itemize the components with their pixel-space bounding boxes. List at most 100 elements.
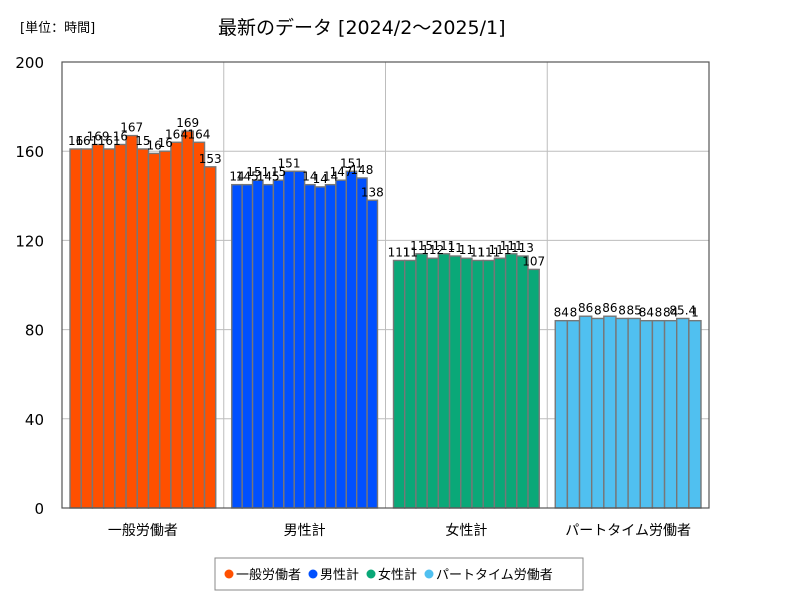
unit-label: [単位：時間]	[20, 20, 95, 36]
bar	[136, 148, 150, 509]
data-label: 107	[522, 254, 545, 268]
data-label: 148	[350, 163, 373, 177]
data-label: 14	[323, 170, 338, 184]
data-label: 164	[165, 127, 188, 141]
legend-marker	[308, 569, 318, 579]
bar	[272, 179, 285, 509]
legend-marker	[366, 569, 376, 579]
data-label: 86	[602, 301, 617, 315]
bar	[314, 186, 327, 509]
data-label: 14	[313, 172, 328, 186]
data-labels: 1616116916116167151616164169164153141451…	[68, 116, 699, 320]
bar	[125, 134, 138, 509]
bar	[355, 177, 368, 509]
bar	[493, 257, 507, 509]
bar	[663, 319, 678, 509]
data-label: 111	[477, 245, 500, 259]
y-tick-label: 0	[34, 500, 44, 518]
legend-label: パートタイム労働者	[436, 568, 553, 583]
data-label: 16	[113, 130, 128, 144]
legend-label: 一般労働者	[236, 567, 301, 583]
bar	[293, 170, 306, 509]
legend-marker	[224, 569, 234, 579]
bar	[69, 148, 82, 509]
bar	[415, 253, 428, 509]
bar	[651, 319, 666, 509]
data-label: 8	[594, 303, 602, 317]
data-label: 15	[271, 165, 286, 179]
legend-item[interactable]: 一般労働者	[224, 567, 302, 583]
legend-item[interactable]: パートタイム労働者	[424, 568, 553, 583]
data-label: 151	[246, 165, 269, 179]
bar	[262, 183, 275, 509]
bar	[170, 141, 183, 509]
data-label: 85.4	[669, 303, 696, 317]
data-label: 14	[229, 170, 244, 184]
data-label: 145	[257, 170, 280, 184]
bar	[590, 317, 605, 509]
bar	[615, 317, 629, 509]
bar	[147, 152, 161, 509]
bar	[578, 315, 593, 509]
y-tick-label: 80	[25, 322, 44, 340]
bar	[80, 148, 94, 509]
bar	[392, 259, 406, 509]
data-label: 111	[388, 245, 411, 259]
data-label: 111	[500, 239, 523, 253]
bar	[114, 143, 127, 509]
legend-box	[214, 557, 584, 591]
bar	[283, 170, 295, 509]
bar	[471, 259, 484, 509]
data-label: 16	[146, 138, 161, 152]
y-tick-label: 40	[25, 411, 44, 429]
bar	[676, 317, 690, 509]
y-tick-label: 120	[15, 232, 44, 250]
bar	[241, 183, 254, 509]
data-label: 11	[448, 241, 463, 255]
legend[interactable]: 一般労働者 男性計 女性計 パートタイム労働者	[214, 557, 584, 591]
bar	[603, 315, 617, 509]
data-label: 147	[330, 165, 353, 179]
data-label: 8	[618, 303, 626, 317]
data-label: 111	[432, 239, 455, 253]
bar	[437, 253, 451, 509]
x-tick-label: 一般労働者	[108, 523, 178, 539]
y-tick-label: 160	[15, 143, 44, 161]
data-label: 112	[421, 243, 444, 257]
x-tick-label: 女性計	[445, 522, 487, 539]
x-tick-label: 男性計	[284, 523, 326, 539]
data-label: 15	[135, 134, 150, 148]
bar	[460, 257, 473, 509]
data-label: 8	[570, 306, 578, 320]
data-label: 84	[554, 306, 569, 320]
plot-frame	[61, 61, 710, 509]
data-label: 16	[158, 136, 173, 150]
legend-label: 男性計	[320, 567, 359, 583]
data-label: 11	[403, 245, 418, 259]
data-label: 85	[627, 303, 642, 317]
data-label: 115	[410, 239, 433, 253]
bar	[158, 150, 172, 509]
x-tick-label: パートタイム労働者	[565, 523, 691, 539]
data-label: 16	[68, 134, 83, 148]
legend-item[interactable]: 女性計	[366, 567, 418, 583]
bar	[192, 141, 206, 509]
bar	[181, 130, 195, 509]
bar	[554, 319, 569, 509]
data-label: 167	[120, 121, 143, 135]
bar	[426, 257, 440, 509]
bar	[91, 143, 105, 509]
bar	[688, 319, 702, 509]
data-label: 84	[639, 306, 654, 320]
bar	[303, 183, 316, 509]
legend-item[interactable]: 男性計	[308, 567, 360, 583]
data-label: 14	[302, 170, 317, 184]
data-label: 169	[176, 116, 199, 130]
bar	[231, 183, 243, 509]
data-label: 151	[278, 156, 301, 170]
bar	[203, 166, 217, 509]
data-label: 1	[691, 306, 699, 320]
bar	[102, 148, 116, 509]
bar	[448, 255, 462, 509]
